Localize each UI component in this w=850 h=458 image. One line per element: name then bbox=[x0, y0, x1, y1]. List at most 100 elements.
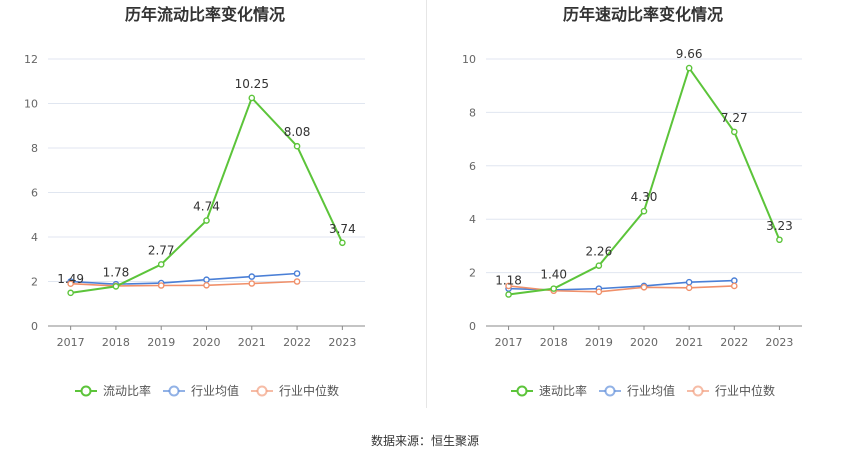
legend-swatch-marker bbox=[516, 385, 528, 397]
legend-item-1: 流动比率 bbox=[75, 383, 151, 398]
chart-title: 历年流动比率变化情况 bbox=[125, 5, 285, 24]
data-label: 2.26 bbox=[585, 245, 612, 259]
y-tick-label: 12 bbox=[24, 53, 38, 66]
legend-item-3: 行业中位数 bbox=[251, 383, 339, 398]
x-tick-label: 2017 bbox=[57, 336, 85, 349]
data-label: 9.66 bbox=[676, 47, 703, 61]
y-tick-label: 8 bbox=[469, 106, 476, 119]
data-label: 3.23 bbox=[766, 219, 793, 233]
x-tick-label: 2020 bbox=[193, 336, 221, 349]
x-tick-label: 2023 bbox=[328, 336, 356, 349]
data-point bbox=[550, 285, 558, 292]
y-tick-label: 10 bbox=[462, 53, 476, 66]
data-label: 2.77 bbox=[148, 243, 175, 257]
data-point bbox=[293, 278, 301, 285]
legend-item-2: 行业均值 bbox=[599, 383, 675, 398]
y-tick-label: 2 bbox=[31, 276, 38, 289]
data-point bbox=[730, 282, 738, 290]
legend-item-2: 行业均值 bbox=[163, 383, 239, 398]
data-label: 8.08 bbox=[284, 125, 311, 139]
data-label: 7.27 bbox=[721, 111, 748, 125]
data-point bbox=[248, 94, 256, 102]
x-tick-label: 2021 bbox=[675, 336, 703, 349]
x-tick-label: 2018 bbox=[102, 336, 130, 349]
x-tick-label: 2017 bbox=[495, 336, 523, 349]
data-label: 1.78 bbox=[103, 265, 130, 279]
data-label: 10.25 bbox=[235, 77, 269, 91]
legend-label: 行业均值 bbox=[627, 383, 675, 398]
legend-label: 流动比率 bbox=[103, 383, 151, 398]
legend-swatch-marker bbox=[168, 385, 180, 397]
legend-swatch-marker bbox=[604, 385, 616, 397]
data-point bbox=[776, 236, 783, 244]
data-point bbox=[339, 239, 346, 247]
x-tick-label: 2020 bbox=[630, 336, 658, 349]
data-point bbox=[248, 273, 256, 280]
chart-2: 历年速动比率变化情况 0 2 4 6 8 10 2017 2018 2019 2020 2021 202… bbox=[462, 5, 802, 398]
series-1 bbox=[67, 94, 346, 297]
x-tick-label: 2018 bbox=[540, 336, 568, 349]
y-tick-label: 0 bbox=[31, 320, 38, 333]
legend-label: 速动比率 bbox=[539, 383, 587, 398]
y-tick-label: 6 bbox=[31, 187, 38, 200]
legend-item-1: 速动比率 bbox=[511, 383, 587, 398]
series-line bbox=[508, 65, 781, 296]
legend-label: 行业中位数 bbox=[715, 383, 775, 398]
data-point bbox=[293, 142, 301, 150]
data-point bbox=[203, 276, 210, 284]
data-point bbox=[595, 288, 603, 296]
data-point bbox=[67, 289, 74, 297]
data-point bbox=[730, 277, 738, 284]
source-text: 数据来源：恒生聚源 bbox=[370, 434, 479, 448]
chart-title: 历年速动比率变化情况 bbox=[563, 5, 723, 24]
data-point bbox=[67, 280, 74, 288]
x-tick-label: 2023 bbox=[765, 336, 793, 349]
data-label: 1.49 bbox=[57, 272, 84, 286]
series-line bbox=[508, 279, 735, 291]
data-point bbox=[730, 128, 738, 136]
legend-label: 行业均值 bbox=[191, 383, 239, 398]
legend-swatch-marker bbox=[80, 385, 92, 397]
legend-swatch-marker bbox=[256, 385, 268, 397]
data-point bbox=[640, 207, 648, 215]
y-tick-label: 0 bbox=[469, 320, 476, 333]
legend-item-3: 行业中位数 bbox=[687, 383, 775, 398]
x-tick-label: 2022 bbox=[283, 336, 311, 349]
legend-label: 行业中位数 bbox=[279, 383, 339, 398]
y-tick-label: 10 bbox=[24, 98, 38, 111]
data-point bbox=[505, 291, 512, 298]
y-tick-label: 4 bbox=[469, 213, 476, 226]
series-1 bbox=[505, 64, 783, 298]
data-point bbox=[293, 270, 301, 277]
series-line bbox=[70, 272, 298, 285]
series-line bbox=[70, 280, 298, 287]
data-point bbox=[685, 64, 693, 72]
x-tick-label: 2019 bbox=[147, 336, 175, 349]
legend-swatch-marker bbox=[692, 385, 704, 397]
data-label: 1.40 bbox=[540, 268, 567, 282]
chart-1: 历年流动比率变化情况 0 2 4 6 8 10 12 2017 2018 2019 2020 2021 2… bbox=[24, 5, 365, 398]
data-label: 3.74 bbox=[329, 222, 356, 236]
data-point bbox=[685, 278, 693, 286]
data-label: 1.18 bbox=[495, 273, 522, 287]
data-point bbox=[248, 280, 256, 287]
data-point bbox=[112, 283, 120, 290]
series-2 bbox=[67, 270, 301, 288]
data-point bbox=[157, 261, 165, 268]
y-tick-label: 8 bbox=[31, 142, 38, 155]
chart-divider bbox=[426, 0, 427, 408]
x-tick-label: 2021 bbox=[238, 336, 266, 349]
series-3 bbox=[505, 282, 738, 296]
data-point bbox=[640, 283, 648, 291]
data-point bbox=[685, 284, 693, 292]
data-point bbox=[203, 217, 210, 224]
data-point bbox=[157, 282, 165, 289]
x-tick-label: 2019 bbox=[585, 336, 613, 349]
y-tick-label: 2 bbox=[469, 267, 476, 280]
data-point bbox=[595, 262, 603, 269]
data-label: 4.74 bbox=[193, 200, 220, 214]
data-label: 4.30 bbox=[631, 190, 658, 204]
y-tick-label: 4 bbox=[31, 231, 38, 244]
data-point bbox=[203, 281, 210, 289]
